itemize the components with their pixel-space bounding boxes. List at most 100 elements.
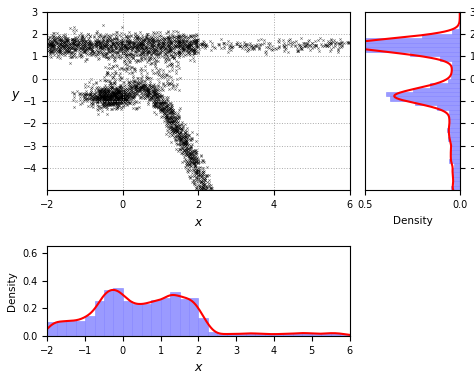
Point xyxy=(192,185,200,191)
Point xyxy=(159,104,167,110)
Point xyxy=(136,41,144,47)
Point xyxy=(139,54,147,60)
Point xyxy=(95,51,103,57)
Point xyxy=(113,85,120,91)
Point xyxy=(170,112,177,118)
Point xyxy=(100,37,108,43)
Point xyxy=(128,32,135,38)
Point xyxy=(129,39,137,46)
Point xyxy=(166,110,173,117)
Point xyxy=(167,60,174,66)
Point xyxy=(181,38,189,44)
Point xyxy=(190,38,198,44)
Point xyxy=(263,44,270,50)
Point xyxy=(94,42,102,48)
Point xyxy=(168,123,176,129)
Point xyxy=(151,99,158,105)
Point xyxy=(127,93,135,99)
Point xyxy=(119,93,127,99)
Point xyxy=(109,96,116,102)
Point xyxy=(131,68,139,74)
Point xyxy=(187,149,194,155)
Point xyxy=(52,39,59,45)
Point xyxy=(162,54,170,61)
Point xyxy=(71,47,79,53)
Point xyxy=(118,89,126,95)
Point xyxy=(168,111,176,117)
Point xyxy=(142,45,149,51)
Point xyxy=(168,110,176,116)
Point xyxy=(96,93,103,99)
Point xyxy=(144,94,152,100)
Point xyxy=(192,44,200,50)
Point xyxy=(171,126,179,132)
Point xyxy=(161,98,168,104)
Point xyxy=(243,41,251,47)
Point xyxy=(139,37,146,44)
Point xyxy=(170,119,178,125)
Point xyxy=(274,38,282,44)
Point xyxy=(104,47,111,54)
Point xyxy=(133,42,141,48)
Point xyxy=(120,43,128,49)
Point xyxy=(111,78,118,84)
Point xyxy=(130,90,137,96)
Point xyxy=(81,91,88,97)
Point xyxy=(183,159,191,165)
Point xyxy=(123,95,130,102)
Point xyxy=(92,95,100,101)
Point xyxy=(57,42,64,48)
Point xyxy=(93,37,100,43)
Point xyxy=(187,42,194,48)
Point xyxy=(169,116,176,122)
Point xyxy=(190,41,198,47)
Point xyxy=(129,88,137,94)
Point xyxy=(132,85,139,91)
Point xyxy=(145,92,153,98)
Point xyxy=(61,35,69,41)
Point xyxy=(97,42,105,49)
Point xyxy=(152,87,159,93)
Point xyxy=(255,44,263,51)
Point xyxy=(162,51,169,58)
Point xyxy=(175,115,182,122)
Point xyxy=(136,39,144,45)
Point xyxy=(169,28,176,34)
Point xyxy=(201,181,208,188)
Point xyxy=(119,38,127,44)
Point xyxy=(56,36,64,42)
Point xyxy=(335,44,343,50)
Point xyxy=(147,94,155,100)
Point xyxy=(51,43,58,49)
Point xyxy=(183,149,191,155)
Point xyxy=(191,146,199,152)
Point xyxy=(131,47,139,54)
Point xyxy=(143,85,150,91)
Point xyxy=(125,45,132,51)
Point xyxy=(82,46,89,52)
Point xyxy=(158,99,165,105)
Point xyxy=(175,39,183,45)
Point xyxy=(108,36,116,42)
Point xyxy=(148,44,156,50)
Point xyxy=(149,88,156,94)
Point xyxy=(97,42,105,48)
Point xyxy=(87,76,95,82)
Point xyxy=(160,38,168,44)
Point xyxy=(119,95,127,102)
Point xyxy=(56,41,64,47)
Point xyxy=(119,44,127,50)
Point xyxy=(119,78,127,85)
Point xyxy=(133,32,140,38)
Point xyxy=(164,76,171,82)
Point xyxy=(86,41,94,47)
Point xyxy=(127,93,134,100)
Point xyxy=(89,104,97,110)
Point xyxy=(102,93,110,100)
Point xyxy=(127,38,134,44)
Point xyxy=(172,123,180,129)
Point xyxy=(188,48,195,54)
Point xyxy=(116,90,124,96)
Point xyxy=(81,96,89,102)
Point xyxy=(45,44,52,51)
